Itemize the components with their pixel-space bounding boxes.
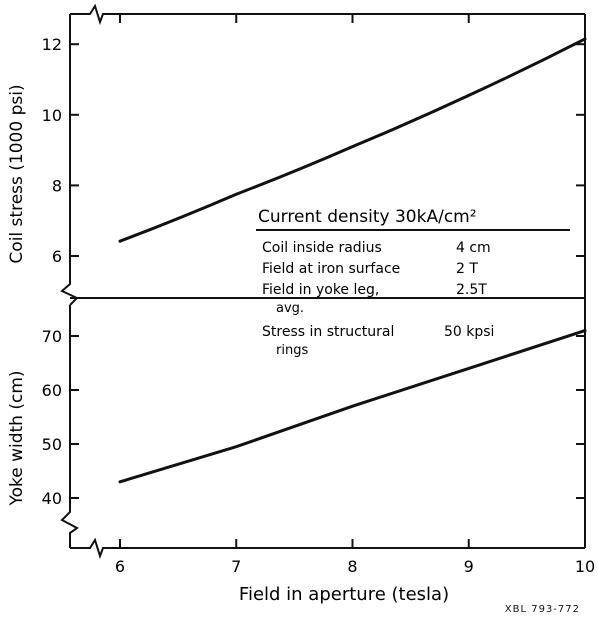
bottom-y-tick-label: 40	[42, 489, 62, 508]
legend-row-value: 50 kpsi	[444, 324, 494, 340]
legend-row-label: Coil inside radius	[262, 240, 382, 256]
bottom-y-axis-label: Yoke width (cm)	[7, 370, 27, 506]
x-tick-label: 10	[575, 557, 595, 576]
top-y-tick-label: 6	[52, 247, 62, 266]
x-tick-label: 9	[464, 557, 474, 576]
yoke-width-line	[118, 329, 587, 484]
coil-stress-line	[118, 37, 587, 243]
left-axis-top-panel	[60, 14, 79, 306]
legend-row-label: rings	[276, 343, 308, 358]
x-tick-label: 8	[347, 557, 357, 576]
top-y-ticks: 6 8 10 12	[42, 35, 585, 266]
legend-row-value: 4 cm	[456, 240, 491, 256]
x-ticks: 6 7 8 9 10	[115, 14, 595, 576]
x-tick-label: 6	[115, 557, 125, 576]
series-lines	[118, 37, 587, 484]
bottom-y-tick-label: 60	[42, 381, 62, 400]
legend-row-label: Field at iron surface	[262, 261, 400, 277]
top-y-tick-label: 10	[42, 106, 62, 125]
x-tick-label: 7	[231, 557, 241, 576]
top-border	[70, 3, 585, 26]
legend-row-label: Field in yoke leg,	[262, 282, 379, 298]
legend: Current density 30kA/cm² Coil inside rad…	[256, 207, 570, 358]
bottom-y-tick-label: 50	[42, 435, 62, 454]
x-axis-label: Field in aperture (tesla)	[239, 584, 449, 605]
bottom-y-tick-label: 70	[42, 327, 62, 346]
legend-row-value: 2 T	[456, 261, 478, 277]
legend-heading: Current density 30kA/cm²	[258, 207, 477, 227]
figure-id-stamp: XBL 793-772	[504, 604, 580, 615]
legend-row-label: Stress in structural	[262, 324, 394, 340]
bottom-border	[70, 537, 585, 560]
top-y-axis-label: Coil stress (1000 psi)	[7, 84, 27, 263]
left-axis-bottom-panel	[60, 305, 79, 548]
bottom-y-ticks: 40 50 60 70	[42, 327, 585, 508]
legend-row-value: 2.5T	[456, 282, 487, 298]
plot-frame	[60, 3, 586, 560]
legend-row-label: avg.	[276, 301, 304, 316]
top-y-tick-label: 12	[42, 35, 62, 54]
top-y-tick-label: 8	[52, 176, 62, 195]
